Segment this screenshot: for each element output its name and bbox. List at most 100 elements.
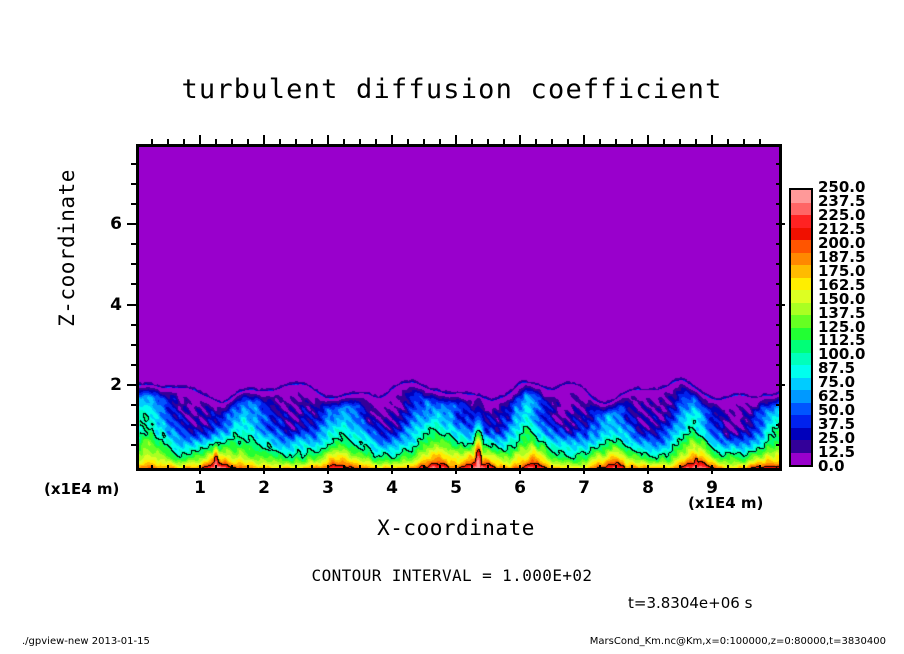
x-minor-tick-top: [215, 139, 217, 144]
x-minor-tick-top: [503, 139, 505, 144]
x-minor-tick: [503, 465, 505, 470]
z-minor-tick: [131, 424, 136, 426]
colorbar-band-11: [791, 327, 811, 340]
x-major-tick-top: [647, 135, 649, 144]
x-major-tick: [391, 465, 393, 474]
colorbar-band-19: [791, 427, 811, 440]
z-minor-tick: [131, 263, 136, 265]
x-minor-tick-top: [247, 139, 249, 144]
x-minor-tick: [599, 465, 601, 470]
x-major-tick-top: [583, 135, 585, 144]
colorbar-label-12-5: 12.5: [818, 443, 856, 462]
x-major-tick-top: [455, 135, 457, 144]
z-major-tick-right: [776, 304, 785, 306]
colorbar-label-87-5: 87.5: [818, 359, 856, 378]
x-minor-tick-top: [759, 139, 761, 144]
x-major-tick: [647, 465, 649, 474]
colorbar-band-6: [791, 265, 811, 278]
x-major-tick-top: [199, 135, 201, 144]
x-minor-tick-top: [487, 139, 489, 144]
colorbar-band-2: [791, 215, 811, 228]
colorbar-band-12: [791, 340, 811, 353]
x-minor-tick-top: [279, 139, 281, 144]
x-major-tick-top: [711, 135, 713, 144]
z-minor-tick: [131, 163, 136, 165]
x-major-tick: [519, 465, 521, 474]
x-minor-tick: [615, 465, 617, 470]
colorbar-band-5: [791, 252, 811, 265]
x-tick-label-1: 1: [194, 478, 206, 498]
page-title: turbulent diffusion coefficient: [181, 74, 723, 105]
z-minor-tick: [131, 243, 136, 245]
footer-source-label: MarsCond_Km.nc@Km,x=0:100000,z=0:80000,t…: [589, 636, 886, 647]
colorbar-label-50-0: 50.0: [818, 401, 856, 420]
colorbar-band-13: [791, 352, 811, 365]
z-minor-tick: [131, 404, 136, 406]
z-minor-tick: [131, 364, 136, 366]
colorbar-label-150-0: 150.0: [818, 289, 866, 308]
x-major-tick: [263, 465, 265, 474]
z-major-tick-right: [776, 384, 785, 386]
colorbar-label-112-5: 112.5: [818, 331, 866, 350]
colorbar-labels: 250.0 237.5 225.0 212.5 200.0 187.5 175.0 162.5…: [818, 180, 884, 474]
z-minor-tick: [131, 203, 136, 205]
z-minor-tick: [131, 283, 136, 285]
colorbar-label-175-0: 175.0: [818, 261, 866, 280]
z-minor-tick-right: [776, 364, 781, 366]
colorbar-band-16: [791, 390, 811, 403]
contour-field-canvas: [139, 147, 779, 468]
x-minor-tick: [439, 465, 441, 470]
x-minor-tick: [743, 465, 745, 470]
z-minor-tick-right: [776, 203, 781, 205]
z-minor-tick: [131, 344, 136, 346]
z-minor-tick-right: [776, 324, 781, 326]
z-major-tick-right: [776, 223, 785, 225]
x-unit-label-left: (x1E4 m): [44, 480, 120, 498]
x-unit-label-right: (x1E4 m): [688, 494, 764, 512]
x-minor-tick: [279, 465, 281, 470]
x-minor-tick: [663, 465, 665, 470]
z-tick-label-4: 4: [110, 294, 122, 315]
colorbar-label-200-0: 200.0: [818, 233, 866, 252]
x-minor-tick-top: [167, 139, 169, 144]
colorbar-band-17: [791, 402, 811, 415]
contour-interval-note: CONTOUR INTERVAL = 1.000E+02: [311, 566, 593, 585]
x-minor-tick: [631, 465, 633, 470]
x-minor-tick-top: [231, 139, 233, 144]
colorbar-band-9: [791, 302, 811, 315]
colorbar-band-15: [791, 377, 811, 390]
z-minor-tick-right: [776, 283, 781, 285]
x-minor-tick: [487, 465, 489, 470]
x-tick-label-8: 8: [642, 478, 654, 498]
z-major-tick: [127, 304, 136, 306]
x-minor-tick-top: [599, 139, 601, 144]
colorbar-band-7: [791, 277, 811, 290]
colorbar-band-0: [791, 190, 811, 203]
colorbar-label-212-5: 212.5: [818, 219, 866, 238]
x-tick-label-7: 7: [578, 478, 590, 498]
x-minor-tick-top: [311, 139, 313, 144]
x-minor-tick: [679, 465, 681, 470]
x-minor-tick: [695, 465, 697, 470]
x-minor-tick-top: [535, 139, 537, 144]
colorbar: [789, 188, 813, 467]
colorbar-label-37-5: 37.5: [818, 415, 856, 434]
z-minor-tick-right: [776, 263, 781, 265]
x-axis-title: X-coordinate: [377, 516, 535, 540]
x-minor-tick-top: [727, 139, 729, 144]
x-minor-tick: [471, 465, 473, 470]
x-minor-tick-top: [375, 139, 377, 144]
x-minor-tick: [407, 465, 409, 470]
x-tick-label-3: 3: [322, 478, 334, 498]
x-minor-tick: [295, 465, 297, 470]
x-tick-label-4: 4: [386, 478, 398, 498]
z-minor-tick-right: [776, 183, 781, 185]
x-minor-tick-top: [631, 139, 633, 144]
x-minor-tick: [535, 465, 537, 470]
x-minor-tick-top: [439, 139, 441, 144]
x-minor-tick-top: [471, 139, 473, 144]
x-minor-tick-top: [183, 139, 185, 144]
x-minor-tick-top: [343, 139, 345, 144]
colorbar-band-18: [791, 415, 811, 428]
